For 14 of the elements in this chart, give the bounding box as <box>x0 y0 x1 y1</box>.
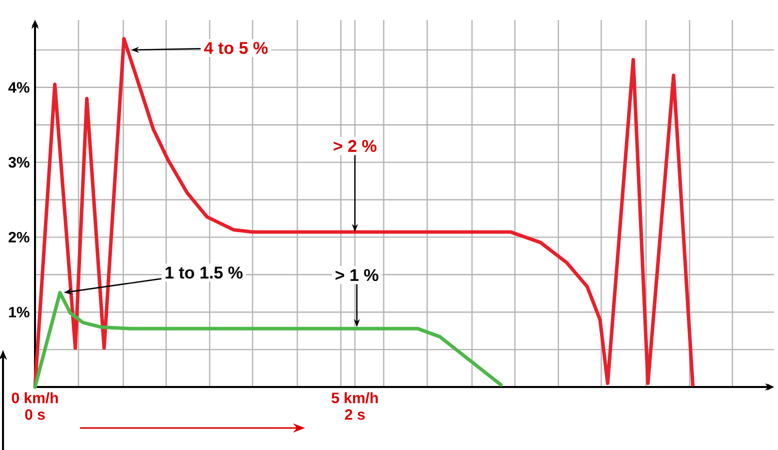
annotation: > 2 % <box>334 140 376 152</box>
line-series <box>33 36 694 389</box>
y-tick-label: 2% <box>8 232 30 242</box>
line-series <box>33 290 503 389</box>
x2-tick-label: 2 s <box>345 409 365 420</box>
annotation: > 1 % <box>336 269 378 282</box>
y-tick-label: 1% <box>9 306 30 318</box>
y-tick-label: 3% <box>8 156 30 168</box>
x-tick-label: 5 km/h <box>332 392 378 404</box>
x2-tick-label: 0 s <box>25 409 45 420</box>
y-tick-label: 4% <box>8 82 30 93</box>
annotation: 4 to 5 % <box>204 42 268 54</box>
annotation: 1 to 1.5 % <box>166 266 243 279</box>
x-tick-label: 0 km/h <box>12 392 58 404</box>
